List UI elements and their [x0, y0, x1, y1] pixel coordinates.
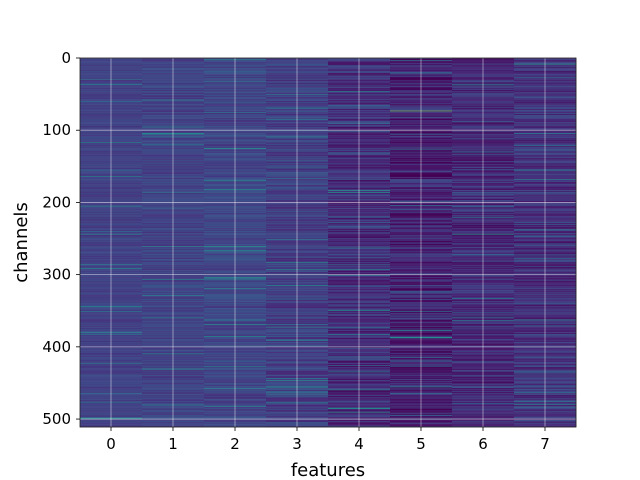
- y-tick-label: 400: [42, 338, 71, 356]
- x-tick-label: 0: [106, 435, 116, 453]
- y-axis: 0 100 200 300 400 500: [42, 49, 80, 428]
- x-tick-label: 1: [168, 435, 178, 453]
- x-tick-label: 2: [230, 435, 240, 453]
- y-tick-label: 300: [42, 266, 71, 284]
- x-tick-label: 7: [540, 435, 550, 453]
- x-axis-label: features: [291, 460, 365, 480]
- grid: [80, 57, 576, 427]
- y-tick-label: 0: [61, 49, 71, 67]
- y-tick-label: 100: [42, 121, 71, 139]
- x-tick-label: 4: [354, 435, 364, 453]
- x-tick-label: 3: [292, 435, 302, 453]
- y-tick-label: 200: [42, 193, 71, 211]
- x-tick-label: 5: [416, 435, 426, 453]
- plot-frame: [79, 57, 577, 428]
- x-tick-label: 6: [478, 435, 488, 453]
- y-axis-label: channels: [11, 202, 32, 283]
- x-axis: 0 1 2 3 4 5 6 7: [106, 427, 550, 453]
- y-tick-label: 500: [42, 410, 71, 428]
- heatmap-cells: [80, 58, 577, 428]
